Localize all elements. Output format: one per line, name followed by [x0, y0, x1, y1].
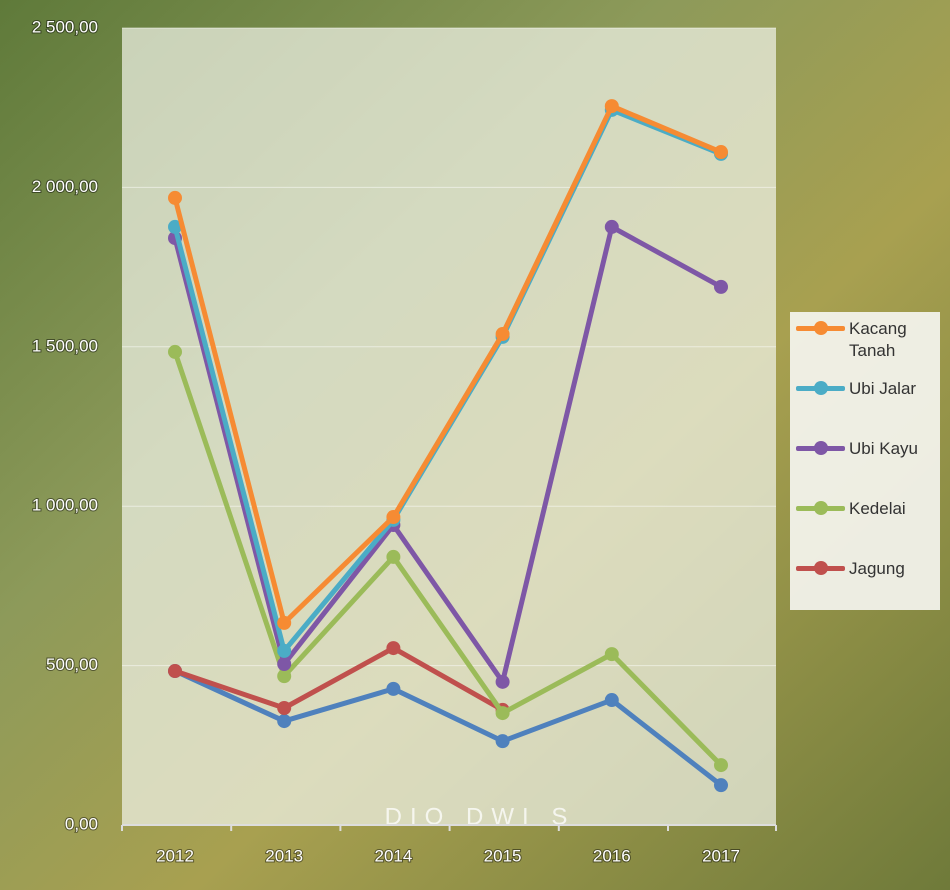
- data-point: [605, 99, 619, 113]
- x-tick-label: 2013: [265, 846, 303, 865]
- y-tick-label: 500,00: [46, 655, 98, 674]
- legend-swatch: [794, 558, 849, 578]
- y-tick-label: 2 000,00: [32, 177, 98, 196]
- legend: Kacang Tanah Ubi Jalar Ubi Kayu Kedelai Jagu…: [790, 312, 940, 610]
- watermark: DIO DWI S: [385, 803, 576, 830]
- legend-label: Kacang Tanah: [849, 318, 929, 362]
- data-point: [496, 734, 510, 748]
- x-tick-label: 2016: [593, 846, 631, 865]
- data-point: [496, 327, 510, 341]
- data-point: [714, 280, 728, 294]
- data-point: [168, 191, 182, 205]
- data-point: [714, 145, 728, 159]
- data-point: [714, 778, 728, 792]
- legend-swatch: [794, 498, 849, 518]
- data-point: [277, 669, 291, 683]
- legend-label: Jagung: [849, 558, 929, 580]
- legend-label: Kedelai: [849, 498, 929, 520]
- legend-swatch: [794, 378, 849, 398]
- data-point: [605, 647, 619, 661]
- legend-swatch: [794, 438, 849, 458]
- data-point: [605, 693, 619, 707]
- data-point: [277, 616, 291, 630]
- data-point: [386, 550, 400, 564]
- data-point: [386, 641, 400, 655]
- legend-item: Kedelai: [794, 498, 940, 558]
- legend-label: Ubi Kayu: [849, 438, 929, 460]
- data-point: [277, 644, 291, 658]
- page: DIO DWI S 0,00 500,00 1 000,00 1 500,00 2 00…: [0, 0, 950, 890]
- data-point: [714, 758, 728, 772]
- data-point: [277, 714, 291, 728]
- y-tick-label: 1 000,00: [32, 496, 98, 515]
- legend-swatch: [794, 318, 849, 338]
- data-point: [386, 682, 400, 696]
- data-point: [496, 706, 510, 720]
- data-point: [168, 345, 182, 359]
- data-point: [496, 675, 510, 689]
- swatch-dot: [814, 501, 828, 515]
- legend-item: Kacang Tanah: [794, 318, 940, 378]
- swatch-dot: [814, 441, 828, 455]
- y-tick-label: 1 500,00: [32, 336, 98, 355]
- data-point: [277, 701, 291, 715]
- swatch-dot: [814, 321, 828, 335]
- x-tick-label: 2014: [374, 846, 412, 865]
- x-tick-label: 2012: [156, 846, 194, 865]
- y-tick-label: 0,00: [65, 814, 98, 833]
- legend-item: Jagung: [794, 558, 940, 618]
- data-point: [277, 657, 291, 671]
- swatch-dot: [814, 561, 828, 575]
- legend-label: Ubi Jalar: [849, 378, 929, 400]
- legend-item: Ubi Kayu: [794, 438, 940, 498]
- y-tick-label: 2 500,00: [32, 17, 98, 36]
- data-point: [605, 220, 619, 234]
- data-point: [168, 664, 182, 678]
- data-point: [386, 510, 400, 524]
- x-tick-label: 2017: [702, 846, 740, 865]
- x-tick-label: 2015: [484, 846, 522, 865]
- legend-item: Ubi Jalar: [794, 378, 940, 438]
- swatch-dot: [814, 381, 828, 395]
